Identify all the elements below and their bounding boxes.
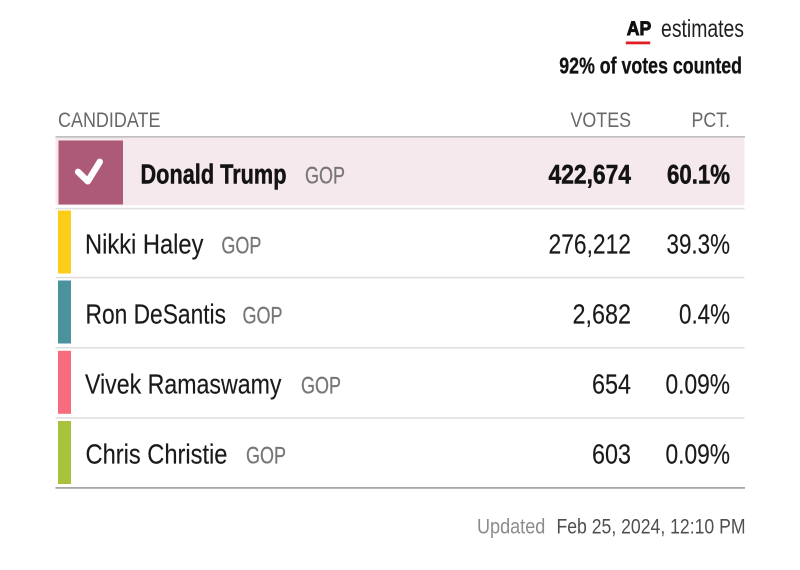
svg-text:AP: AP [627,17,651,39]
svg-text:Chris Christie: Chris Christie [86,440,228,470]
svg-text:60.1%: 60.1% [667,161,730,190]
svg-text:VOTES: VOTES [570,109,631,133]
svg-text:GOP: GOP [301,373,341,399]
svg-text:CANDIDATE: CANDIDATE [58,109,160,133]
svg-text:422,674: 422,674 [549,161,632,190]
svg-text:GOP: GOP [243,303,283,329]
svg-text:GOP: GOP [246,443,286,469]
svg-text:654: 654 [592,370,631,400]
svg-text:0.4%: 0.4% [679,299,730,330]
svg-text:GOP: GOP [305,163,345,189]
svg-text:276,212: 276,212 [549,229,631,260]
svg-text:603: 603 [592,440,631,470]
svg-text:PCT.: PCT. [692,109,730,133]
svg-text:GOP: GOP [221,233,261,259]
svg-text:Ron DeSantis: Ron DeSantis [86,299,227,330]
svg-text:estimates: estimates [661,15,744,43]
svg-text:Donald Trump: Donald Trump [141,159,287,190]
svg-text:2,682: 2,682 [573,300,631,330]
svg-text:0.09%: 0.09% [666,369,730,400]
svg-text:Vivek Ramaswamy: Vivek Ramaswamy [85,370,282,401]
svg-text:Nikki Haley: Nikki Haley [85,230,203,260]
svg-text:Feb 25, 2024, 12:10 PM: Feb 25, 2024, 12:10 PM [557,515,746,539]
svg-text:0.09%: 0.09% [666,439,730,470]
svg-text:92% of votes counted: 92% of votes counted [559,53,742,79]
svg-text:Updated: Updated [477,515,545,539]
svg-text:39.3%: 39.3% [666,229,730,260]
